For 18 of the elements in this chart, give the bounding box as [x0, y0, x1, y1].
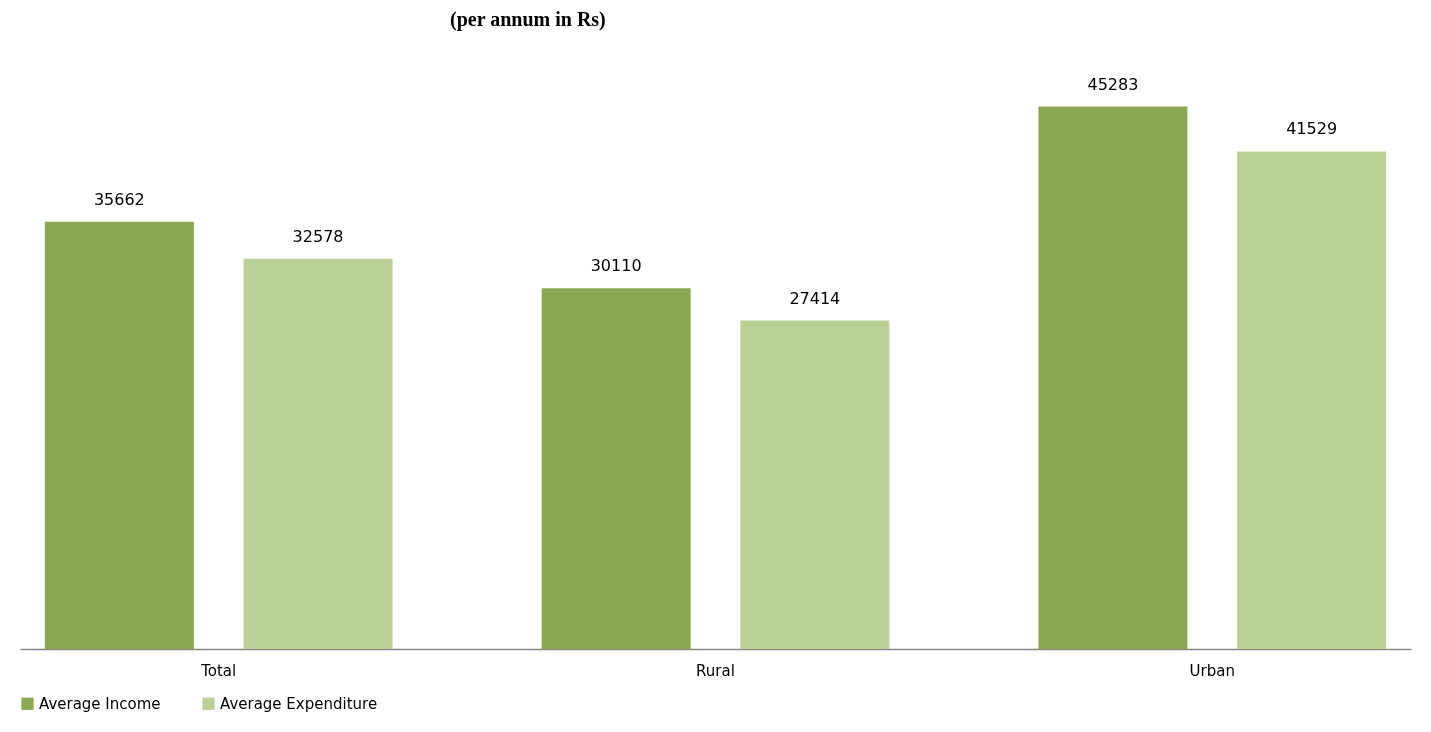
- bar: [44, 221, 194, 649]
- chart-title: (per annum in Rs): [450, 8, 606, 31]
- x-tick-label: Rural: [696, 661, 735, 680]
- data-label: 41529: [1286, 119, 1338, 139]
- x-tick-label: Total: [200, 661, 237, 680]
- bar: [740, 320, 890, 649]
- data-label: 30110: [590, 256, 642, 276]
- data-label: 27414: [789, 288, 841, 308]
- data-label: 35662: [93, 189, 145, 209]
- legend-label: Average Income: [39, 694, 161, 713]
- data-label: 45283: [1087, 74, 1139, 94]
- bar: [243, 258, 393, 649]
- x-tick-label: Urban: [1189, 661, 1235, 680]
- bar: [1038, 106, 1188, 649]
- bar: [541, 288, 691, 649]
- bar: [1237, 151, 1387, 649]
- data-label: 32578: [292, 226, 344, 246]
- legend-label: Average Expenditure: [220, 694, 378, 713]
